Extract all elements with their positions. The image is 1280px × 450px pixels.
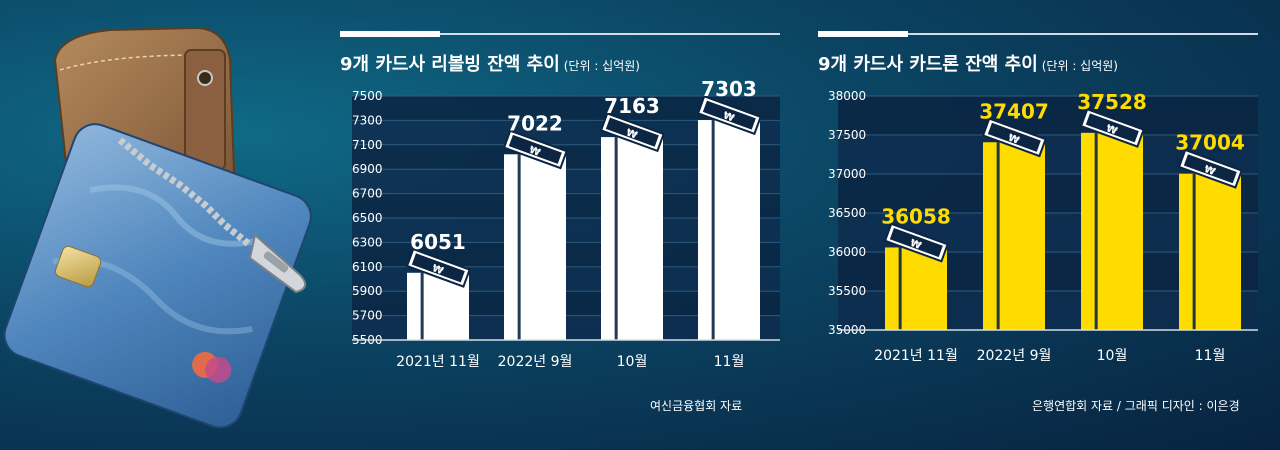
bar — [1179, 173, 1241, 330]
money-bundle-icon: ₩ — [405, 247, 471, 288]
source-note: 여신금융협회 자료 — [650, 399, 743, 413]
svg-text:₩: ₩ — [1202, 164, 1216, 178]
y-tick-label: 35500 — [828, 284, 866, 298]
grid-band — [838, 96, 1258, 135]
chart-title: 9개 카드사 리볼빙 잔액 추이 (단위 : 십억원) — [340, 54, 640, 75]
x-tick-label: 10월 — [1097, 348, 1128, 364]
wallet-credit-card-illustration — [3, 26, 312, 429]
chart-title: 9개 카드사 카드론 잔액 추이 (단위 : 십억원) — [818, 54, 1118, 75]
data-label: 7022 — [507, 111, 563, 135]
revolving-balance-chart: 5500570059006100630065006700690071007300… — [352, 77, 780, 370]
money-bundle-icon: ₩ — [1177, 148, 1243, 189]
y-tick-label: 36000 — [828, 245, 866, 259]
bar — [601, 137, 663, 340]
svg-text:₩: ₩ — [527, 145, 541, 159]
bar — [885, 247, 947, 330]
data-label: 36058 — [881, 204, 951, 228]
bar-stripe — [996, 142, 1000, 330]
y-tick-label: 38000 — [828, 89, 866, 103]
money-bundle-icon: ₩ — [981, 117, 1047, 158]
chart-unit: (단위 : 십억원) — [563, 59, 640, 73]
money-bundle-icon: ₩ — [599, 112, 665, 153]
svg-text:₩: ₩ — [430, 263, 444, 277]
y-tick-label: 6500 — [352, 211, 383, 225]
bar — [983, 142, 1045, 330]
x-tick-label: 2021년 11월 — [396, 354, 480, 370]
source-note: 은행연합회 자료 / 그래픽 디자인 : 이은경 — [1032, 399, 1240, 413]
x-tick-label: 10월 — [617, 354, 648, 370]
y-tick-label: 5700 — [352, 309, 383, 323]
data-label: 37004 — [1175, 131, 1245, 155]
top-divider — [818, 31, 1258, 37]
data-label: 7163 — [604, 94, 660, 118]
y-tick-label: 7100 — [352, 138, 383, 152]
credit-card-icon — [3, 123, 312, 429]
x-tick-label: 2021년 11월 — [874, 348, 958, 364]
y-tick-label: 6300 — [352, 235, 383, 249]
x-tick-label: 11월 — [1195, 348, 1226, 364]
bar — [504, 154, 566, 340]
y-tick-label: 7300 — [352, 113, 383, 127]
svg-text:₩: ₩ — [624, 127, 638, 141]
zipper-icon — [117, 137, 307, 294]
data-label: 7303 — [701, 77, 757, 101]
y-tick-label: 7500 — [352, 89, 383, 103]
money-bundle-icon: ₩ — [696, 95, 762, 136]
svg-text:₩: ₩ — [1006, 133, 1020, 147]
y-tick-label: 37500 — [828, 128, 866, 142]
card-loan-balance-panel: 9개 카드사 카드론 잔액 추이 (단위 : 십억원) 35000 35500 360… — [818, 0, 1258, 450]
bar-stripe — [1094, 132, 1098, 330]
money-bundle-icon: ₩ — [502, 129, 568, 170]
y-tick-label: 6700 — [352, 187, 383, 201]
x-tick-label: 2022년 9월 — [498, 354, 573, 370]
bar — [698, 120, 760, 340]
svg-text:₩: ₩ — [721, 110, 735, 124]
y-tick-label: 37000 — [828, 167, 866, 181]
money-bundle-icon: ₩ — [1079, 107, 1145, 148]
money-bundle-icon: ₩ — [883, 222, 949, 263]
bar-stripe — [420, 272, 424, 340]
bar-stripe — [614, 137, 618, 340]
bar-stripe — [711, 120, 715, 340]
revolving-balance-panel: 9개 카드사 리볼빙 잔액 추이 (단위 : 십억원) 5500 5700 5900 6… — [340, 0, 780, 450]
svg-text:₩: ₩ — [1104, 123, 1118, 137]
y-tick-label: 36500 — [828, 206, 866, 220]
bar-stripe — [898, 247, 902, 330]
y-tick-label: 5900 — [352, 284, 383, 298]
y-tick-label: 6900 — [352, 162, 383, 176]
card-loan-balance-chart: 35000355003600036500370003750038000₩3605… — [828, 89, 1258, 364]
data-label: 37528 — [1077, 90, 1147, 114]
data-label: 37407 — [979, 99, 1049, 123]
bar-stripe — [1192, 173, 1196, 330]
bar — [1081, 132, 1143, 330]
chart-unit: (단위 : 십억원) — [1041, 59, 1118, 73]
x-tick-label: 11월 — [714, 354, 745, 370]
y-tick-label: 6100 — [352, 260, 383, 274]
svg-text:₩: ₩ — [908, 238, 922, 252]
bar-stripe — [517, 154, 521, 340]
data-label: 6051 — [410, 230, 466, 254]
x-tick-label: 2022년 9월 — [977, 348, 1052, 364]
top-divider — [340, 31, 780, 37]
